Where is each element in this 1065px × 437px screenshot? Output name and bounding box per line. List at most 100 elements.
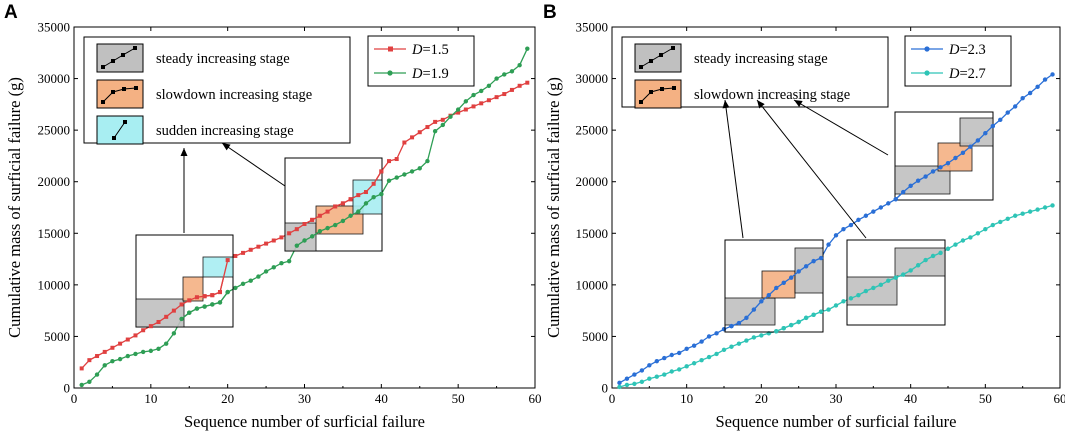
inset-b-1 bbox=[756, 99, 946, 326]
inset-data-point bbox=[171, 308, 176, 313]
y-tick-label: 5000 bbox=[44, 329, 70, 344]
data-point bbox=[1005, 216, 1010, 222]
stage-legend-label: sudden increasing stage bbox=[156, 123, 294, 139]
inset-data-point bbox=[789, 322, 794, 328]
data-point bbox=[432, 128, 438, 134]
inset-data-point bbox=[938, 250, 943, 256]
inset-data-point bbox=[774, 329, 779, 334]
data-point bbox=[848, 222, 854, 228]
data-point bbox=[279, 235, 284, 240]
data-point bbox=[1013, 104, 1018, 109]
data-point bbox=[110, 358, 115, 364]
data-point bbox=[684, 364, 689, 369]
data-point bbox=[394, 175, 399, 180]
inset-a-1 bbox=[221, 142, 384, 252]
inset-data-point bbox=[871, 285, 876, 291]
data-point bbox=[841, 299, 846, 304]
inset-data-point bbox=[923, 257, 928, 263]
data-point bbox=[677, 350, 682, 356]
data-point bbox=[677, 367, 682, 372]
data-point bbox=[983, 226, 988, 232]
inset-data-point bbox=[811, 312, 816, 317]
data-point bbox=[721, 347, 727, 353]
stage-legend-label: steady increasing stage bbox=[156, 51, 290, 67]
inset-data-point bbox=[811, 258, 816, 264]
data-point bbox=[729, 344, 734, 349]
data-point bbox=[684, 346, 689, 352]
inset-data-point bbox=[333, 204, 338, 209]
x-tick-label: 50 bbox=[452, 391, 465, 406]
data-point bbox=[856, 217, 861, 223]
inset-data-point bbox=[915, 178, 921, 183]
data-point bbox=[486, 98, 491, 103]
y-tick-label: 5000 bbox=[582, 329, 608, 344]
data-point bbox=[1020, 95, 1025, 101]
inset-data-point bbox=[210, 302, 215, 307]
data-point bbox=[1050, 72, 1055, 77]
data-point bbox=[386, 178, 392, 183]
data-point bbox=[486, 83, 492, 88]
stage-glyph-point bbox=[639, 65, 643, 69]
data-point bbox=[233, 285, 238, 291]
inset-data-point bbox=[945, 160, 951, 166]
data-point bbox=[1027, 209, 1033, 214]
inset-data-point bbox=[744, 315, 749, 321]
data-point bbox=[691, 361, 697, 366]
data-point bbox=[433, 119, 438, 124]
y-tick-label: 30000 bbox=[38, 71, 71, 86]
inset-stage-slowdown bbox=[761, 270, 796, 299]
inset-data-point bbox=[356, 209, 361, 214]
inset-data-point bbox=[287, 231, 292, 236]
x-tick-label: 60 bbox=[529, 391, 542, 406]
series-b-1 bbox=[617, 203, 1055, 390]
x-tick-label: 0 bbox=[609, 391, 616, 406]
data-point bbox=[654, 374, 659, 379]
inset-data-point bbox=[348, 213, 353, 218]
y-tick-label: 15000 bbox=[38, 226, 71, 241]
data-point bbox=[479, 88, 484, 94]
y-tick-label: 10000 bbox=[576, 277, 609, 292]
legend-label: D=2.7 bbox=[948, 66, 986, 82]
data-point bbox=[141, 328, 146, 333]
data-point bbox=[998, 117, 1003, 123]
data-point bbox=[279, 260, 284, 266]
data-point bbox=[79, 366, 84, 371]
data-point bbox=[118, 341, 123, 346]
data-point bbox=[624, 376, 630, 381]
inset-data-point bbox=[893, 275, 898, 280]
inset-data-point bbox=[225, 258, 230, 263]
inset-data-point bbox=[156, 319, 161, 324]
data-point bbox=[960, 238, 966, 243]
panel-b: B 0 10 20 30 40 50 60 0 5000 10000 15000 20000 25000 3… bbox=[543, 2, 1065, 431]
data-point bbox=[125, 337, 130, 342]
data-point bbox=[248, 278, 253, 283]
inset-arrow-line bbox=[724, 99, 744, 239]
data-point bbox=[448, 114, 453, 119]
data-point bbox=[945, 246, 951, 251]
inset-data-point bbox=[953, 155, 958, 161]
data-point bbox=[744, 338, 749, 343]
data-point bbox=[826, 307, 831, 312]
data-point bbox=[721, 327, 727, 332]
x-axis-label: Sequence number of surficial failure bbox=[184, 412, 425, 431]
data-point bbox=[669, 369, 674, 374]
inset-data-point bbox=[729, 323, 734, 329]
data-point bbox=[1042, 205, 1048, 210]
data-point bbox=[826, 242, 831, 247]
data-point bbox=[125, 353, 130, 359]
data-point bbox=[878, 205, 883, 210]
data-point bbox=[425, 125, 430, 130]
data-point bbox=[953, 242, 958, 247]
data-point bbox=[463, 107, 468, 112]
inset-data-point bbox=[179, 302, 184, 307]
data-point bbox=[233, 253, 238, 258]
data-point bbox=[117, 356, 123, 362]
inset-data-point bbox=[194, 295, 199, 300]
data-point bbox=[140, 349, 146, 355]
inset-data-point bbox=[317, 213, 322, 218]
data-point bbox=[662, 355, 667, 361]
data-point bbox=[95, 354, 100, 359]
y-tick-label: 20000 bbox=[38, 174, 71, 189]
data-point bbox=[863, 213, 869, 218]
